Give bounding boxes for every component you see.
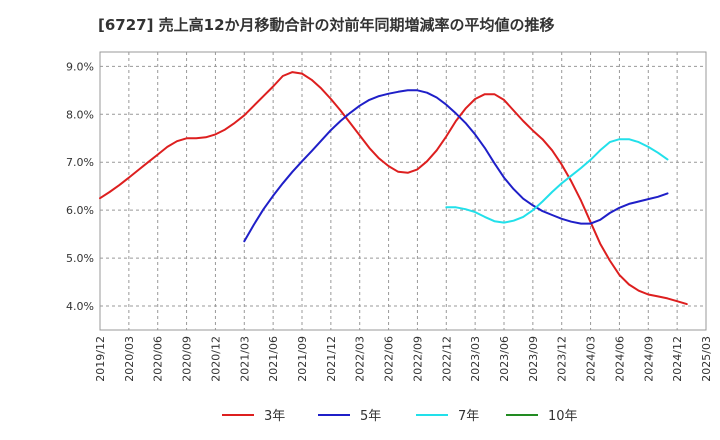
x-tick-label: 2021/12 <box>325 336 338 382</box>
x-tick-label: 2024/03 <box>585 336 598 382</box>
x-tick-label: 2021/09 <box>296 336 309 382</box>
series-line-3年 <box>99 71 688 306</box>
y-tick-label: 4.0% <box>66 300 94 313</box>
x-tick-label: 2024/06 <box>613 336 626 382</box>
legend-item: 5年 <box>318 409 381 424</box>
legend-item: 7年 <box>416 409 479 424</box>
legend-label: 7年 <box>458 409 479 424</box>
y-tick-label: 9.0% <box>66 60 94 73</box>
x-tick-label: 2024/09 <box>642 336 655 382</box>
x-tick-label: 2020/09 <box>181 336 194 382</box>
legend-label: 5年 <box>360 409 381 424</box>
x-axis-ticks: 2019/12 2020/03 2020/06 2020/09 2020/12 2021/… <box>94 336 713 382</box>
x-tick-label: 2021/06 <box>267 336 280 382</box>
x-tick-label: 2025/03 <box>700 336 713 382</box>
x-tick-label: 2020/12 <box>209 336 222 382</box>
x-tick-label: 2024/12 <box>671 336 684 382</box>
x-tick-label: 2020/06 <box>152 336 165 382</box>
x-tick-label: 2021/03 <box>238 336 251 382</box>
series-lines <box>99 71 688 306</box>
legend-item: 10年 <box>506 409 578 424</box>
y-tick-label: 7.0% <box>66 156 94 169</box>
legend-label: 3年 <box>264 409 285 424</box>
plot-area <box>99 51 707 331</box>
x-tick-label: 2022/12 <box>440 336 453 382</box>
series-line-5年 <box>243 89 669 243</box>
y-tick-label: 6.0% <box>66 204 94 217</box>
x-tick-label: 2019/12 <box>94 336 107 382</box>
legend-label: 10年 <box>548 409 578 424</box>
legend-item: 3年 <box>222 409 285 424</box>
x-tick-label: 2023/06 <box>498 336 511 382</box>
x-tick-label: 2020/03 <box>123 336 136 382</box>
legend: 3年 5年 7年 10年 <box>222 409 578 424</box>
y-axis-ticks: 4.0% 5.0% 6.0% 7.0% 8.0% 9.0% <box>66 60 94 313</box>
x-tick-label: 2022/03 <box>354 336 367 382</box>
x-tick-label: 2023/03 <box>469 336 482 382</box>
grid-lines <box>100 52 706 330</box>
series-line-7年 <box>445 138 669 224</box>
y-tick-label: 8.0% <box>66 108 94 121</box>
y-tick-label: 5.0% <box>66 252 94 265</box>
x-tick-label: 2023/12 <box>556 336 569 382</box>
x-tick-label: 2022/06 <box>383 336 396 382</box>
chart-title: [6727] 売上高12か月移動合計の対前年同期増減率の平均値の推移 <box>98 16 555 34</box>
x-tick-label: 2023/09 <box>527 336 540 382</box>
x-tick-label: 2022/09 <box>411 336 424 382</box>
